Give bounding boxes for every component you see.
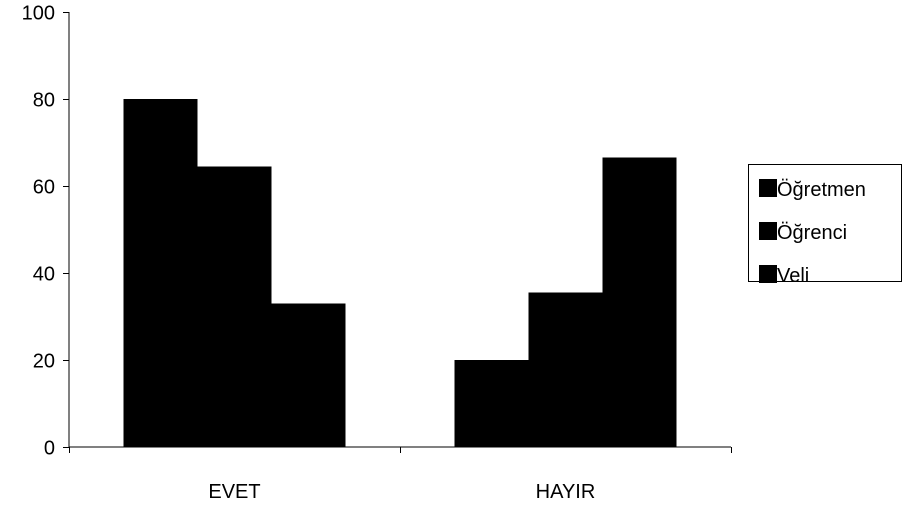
legend-swatch bbox=[759, 222, 777, 240]
bar-evet-series-0 bbox=[123, 99, 198, 447]
bars-layer bbox=[123, 99, 677, 448]
y-tick-label: 20 bbox=[33, 351, 55, 373]
legend-swatch bbox=[759, 265, 777, 283]
x-category-label: HAYIR bbox=[536, 481, 596, 503]
bar-hayir-series-0 bbox=[454, 360, 529, 447]
bar-evet-series-1 bbox=[197, 166, 272, 448]
y-tick-label: 80 bbox=[33, 90, 55, 112]
y-tick-labels: 0 20 40 60 80 100 bbox=[22, 3, 55, 460]
legend: Öğretmen Öğrenci Veli bbox=[748, 164, 902, 287]
legend-label: Öğretmen bbox=[777, 179, 866, 201]
y-tick-label: 40 bbox=[33, 264, 55, 286]
bar-hayir-series-1 bbox=[528, 292, 603, 447]
y-tick-label: 0 bbox=[44, 438, 55, 460]
x-category-label: EVET bbox=[208, 481, 260, 503]
legend-label: Veli bbox=[777, 265, 809, 287]
x-category-labels: EVET HAYIR bbox=[208, 481, 595, 503]
axis-layer bbox=[63, 12, 732, 453]
y-tick-label: 60 bbox=[33, 177, 55, 199]
bar-evet-series-2 bbox=[271, 303, 346, 447]
y-tick-label: 100 bbox=[22, 3, 55, 25]
legend-label: Öğrenci bbox=[777, 222, 847, 244]
legend-swatch bbox=[759, 179, 777, 197]
bar-hayir-series-2 bbox=[602, 157, 677, 447]
